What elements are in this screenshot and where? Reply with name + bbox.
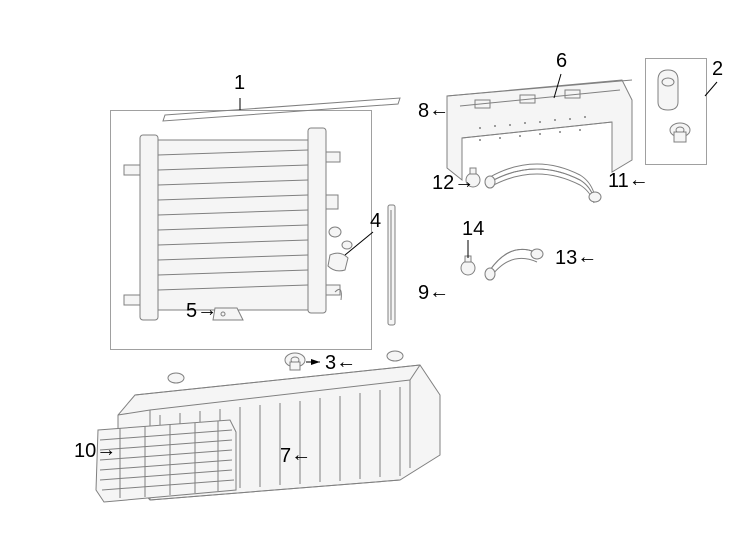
callout-5: 5→ bbox=[186, 300, 197, 323]
callout-12: 12→ bbox=[432, 172, 454, 195]
part-upper-baffle bbox=[447, 80, 632, 180]
part-side-seal bbox=[388, 205, 395, 325]
callout-2: 2 bbox=[712, 58, 723, 81]
arrow-left-icon: ← bbox=[577, 247, 597, 267]
callout-9: 9← bbox=[418, 282, 429, 305]
arrow-left-icon: ← bbox=[429, 282, 449, 302]
part-upper-hose bbox=[485, 164, 601, 203]
arrow-left-icon: ← bbox=[429, 100, 449, 120]
arrow-left-icon: ← bbox=[291, 445, 311, 465]
callout-8: 8← bbox=[418, 100, 429, 123]
part-3-grommet bbox=[285, 353, 305, 370]
callout-4: 4 bbox=[370, 210, 381, 233]
diagram-canvas: 1 2 3← 4 5→ 6 7← 8← 9← 10→ 11← 12→ 13← 1… bbox=[0, 0, 734, 540]
callout-10: 10→ bbox=[74, 440, 96, 463]
callout-1: 1 bbox=[234, 72, 245, 95]
callout-6: 6 bbox=[556, 50, 567, 73]
part-upper-seal bbox=[163, 98, 400, 121]
arrow-right-icon: → bbox=[454, 172, 474, 192]
arrow-right-icon: → bbox=[197, 300, 217, 320]
part-shutter bbox=[96, 420, 236, 502]
arrow-left-icon: ← bbox=[629, 170, 649, 190]
arrow-right-icon: → bbox=[96, 440, 116, 460]
part-2-cap bbox=[658, 70, 690, 142]
part-radiator bbox=[124, 128, 340, 320]
callout-14: 14 bbox=[462, 218, 484, 241]
part-14-clamp bbox=[461, 256, 475, 275]
callout-13: 13← bbox=[555, 247, 577, 270]
callout-11: 11← bbox=[608, 170, 629, 193]
arrow-left-icon: ← bbox=[336, 352, 356, 372]
callout-7: 7← bbox=[280, 445, 291, 468]
part-lower-hose bbox=[485, 249, 543, 280]
callout-3: 3← bbox=[325, 352, 336, 375]
